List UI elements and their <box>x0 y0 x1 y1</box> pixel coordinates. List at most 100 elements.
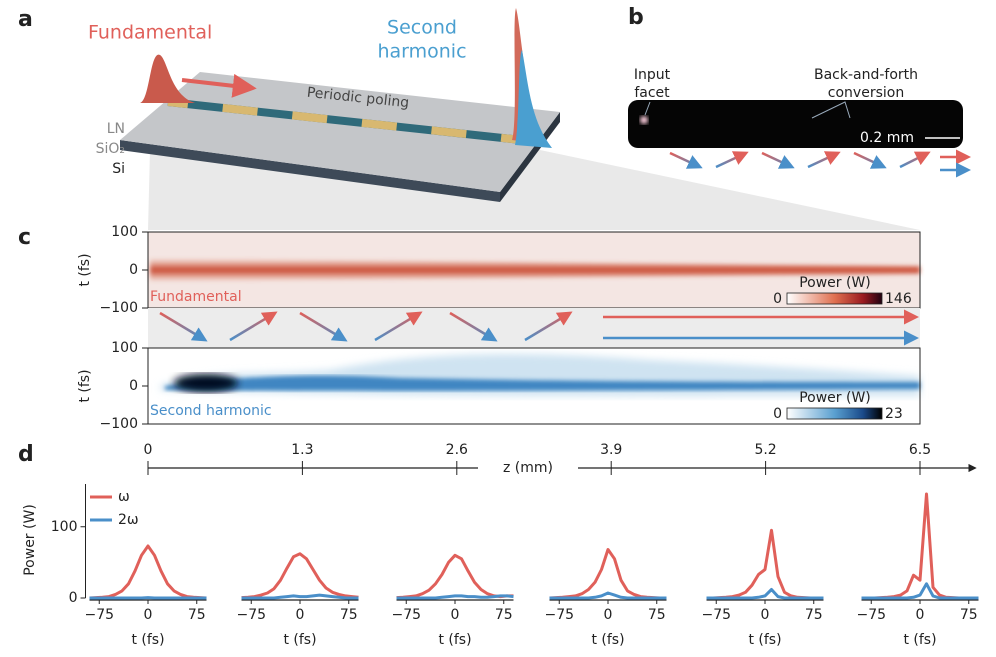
colorbar-max: 146 <box>885 291 912 307</box>
output-sh <box>515 50 552 148</box>
x-tick-label: −75 <box>84 607 114 623</box>
x-axis-label: t (fs) <box>131 632 164 648</box>
arrow <box>899 151 931 169</box>
sh-band <box>165 375 920 391</box>
fundamental-pulse <box>140 54 195 103</box>
y-tick-label: 0 <box>69 590 78 606</box>
arrow <box>449 311 498 342</box>
scale-bar-label: 0.2 mm <box>860 130 914 146</box>
colorbar-min: 0 <box>773 406 782 422</box>
sh-label: Second <box>387 17 457 39</box>
series-line <box>396 553 514 600</box>
x-axis-label: t (fs) <box>591 632 624 648</box>
annotation: Input <box>634 67 671 83</box>
layer-label: Si <box>112 161 125 177</box>
z-tick-label: 0 <box>144 442 153 458</box>
series-line <box>549 548 667 600</box>
z-tick-label: 1.3 <box>291 442 313 458</box>
heatmap-label: Fundamental <box>150 289 242 305</box>
annotation: facet <box>634 85 670 101</box>
arrow <box>669 151 703 169</box>
series-line <box>241 552 359 600</box>
arrow <box>159 311 208 342</box>
x-tick-label: 75 <box>340 607 358 623</box>
layer-label: SiO₂ <box>96 141 125 157</box>
x-tick-label: −75 <box>391 607 421 623</box>
arrow <box>229 311 278 342</box>
x-tick-label: 0 <box>451 607 460 623</box>
y-axis-label: t (fs) <box>77 369 93 402</box>
series-line <box>89 544 207 600</box>
heatmap-label: Second harmonic <box>150 403 272 419</box>
sh-peak <box>174 374 238 392</box>
arrow <box>853 151 887 169</box>
y-tick-label: 100 <box>111 340 138 356</box>
y-tick-label: 0 <box>129 378 138 394</box>
y-axis-label: Power (W) <box>22 504 38 576</box>
x-tick-label: 0 <box>916 607 925 623</box>
chip-top <box>120 72 560 192</box>
x-axis-label: t (fs) <box>903 632 936 648</box>
pointer <box>644 101 651 116</box>
arrow <box>807 151 841 169</box>
panel-label: a <box>18 7 33 32</box>
colorbar <box>786 407 883 420</box>
x-tick-label: 0 <box>296 607 305 623</box>
sh-label: harmonic <box>377 41 466 63</box>
arrow <box>761 151 795 169</box>
annotation: conversion <box>828 85 904 101</box>
z-tick-label: 3.9 <box>600 442 622 458</box>
x-tick-label: −75 <box>701 607 731 623</box>
y-tick-label: 100 <box>111 224 138 240</box>
y-tick-label: 100 <box>51 519 78 535</box>
legend-label: ω <box>118 489 130 505</box>
arrow-band <box>148 308 920 348</box>
series-line <box>549 591 667 600</box>
x-tick-label: −75 <box>856 607 886 623</box>
series-line <box>396 594 514 600</box>
x-tick-label: 75 <box>805 607 823 623</box>
colorbar-title: Power (W) <box>799 275 871 291</box>
panel-label: b <box>628 5 644 30</box>
z-label-bg <box>478 458 578 478</box>
poling-domains <box>167 98 541 146</box>
series-line <box>241 593 359 600</box>
series-line <box>861 582 979 600</box>
x-axis-label: t (fs) <box>748 632 781 648</box>
colorbar-min: 0 <box>773 291 782 307</box>
x-tick-label: 0 <box>761 607 770 623</box>
y-tick-label: −100 <box>100 416 138 432</box>
conversion-arrows <box>159 309 919 346</box>
z-tick-label: 2.6 <box>446 442 468 458</box>
micrograph <box>628 100 963 148</box>
colorbar <box>786 292 883 305</box>
legend-label: 2ω <box>118 512 139 528</box>
z-tick-label: 5.2 <box>754 442 776 458</box>
propagation-arrow <box>181 73 257 98</box>
z-axis-label: z (mm) <box>503 460 553 476</box>
y-tick-label: 0 <box>129 262 138 278</box>
arrow <box>524 311 573 342</box>
arrow <box>299 311 348 342</box>
x-tick-label: 75 <box>495 607 513 623</box>
z-tick-label: 6.5 <box>909 442 931 458</box>
input-spot <box>640 116 648 124</box>
x-axis-label: t (fs) <box>283 632 316 648</box>
pointer <box>811 101 851 119</box>
series-line <box>706 528 824 600</box>
annotation: Back-and-forth <box>814 67 918 83</box>
chip-side <box>120 140 500 202</box>
y-axis-label: t (fs) <box>77 253 93 286</box>
x-tick-label: 0 <box>604 607 613 623</box>
x-tick-label: −75 <box>236 607 266 623</box>
x-tick-label: −75 <box>544 607 574 623</box>
arrow <box>374 311 423 342</box>
series-line <box>861 492 979 600</box>
chip-end <box>500 112 560 202</box>
x-tick-label: 0 <box>144 607 153 623</box>
panel-label: c <box>18 225 31 250</box>
x-tick-label: 75 <box>188 607 206 623</box>
